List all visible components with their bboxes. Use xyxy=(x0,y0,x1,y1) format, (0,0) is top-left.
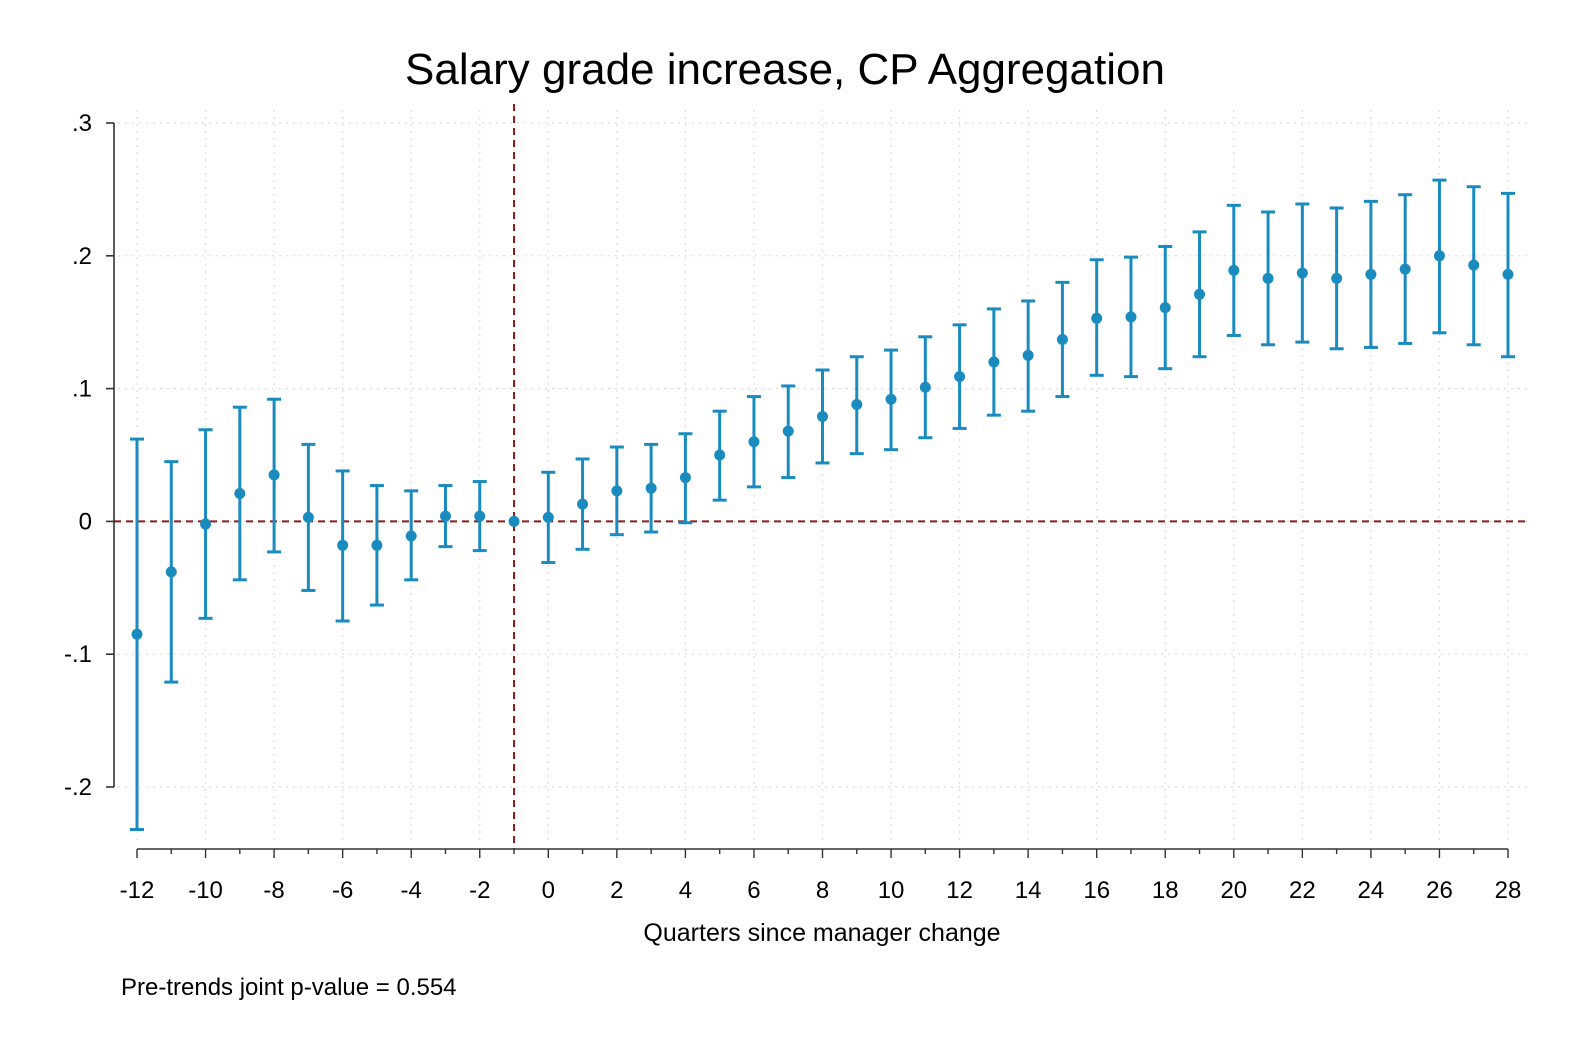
point-12 xyxy=(954,371,966,383)
point-20 xyxy=(1228,264,1240,276)
point-5 xyxy=(714,449,726,461)
x-tick-label-6: 0 xyxy=(542,877,555,904)
y-tick-label-2: 0 xyxy=(79,508,92,535)
x-tick-label-12: 12 xyxy=(946,877,973,904)
point-17 xyxy=(1125,311,1137,323)
x-tick-label-8: 4 xyxy=(679,877,692,904)
x-tick-label-19: 26 xyxy=(1426,877,1453,904)
point--8 xyxy=(268,469,280,481)
x-tick-label-17: 22 xyxy=(1289,877,1316,904)
point-14 xyxy=(1022,349,1034,361)
point--2 xyxy=(474,510,486,522)
point-21 xyxy=(1262,272,1274,284)
point-22 xyxy=(1296,267,1308,279)
point-9 xyxy=(851,399,863,411)
pretrends-note: Pre-trends joint p-value = 0.554 xyxy=(121,974,457,1001)
point-25 xyxy=(1399,263,1411,275)
reference-lines xyxy=(114,104,1530,849)
point-8 xyxy=(817,410,828,422)
x-tick-label-4: -4 xyxy=(401,877,422,904)
x-tick-label-16: 20 xyxy=(1220,877,1247,904)
axes: -.2-.10.1.2.3-12 -10 -8 -6 -4 -2 0 2 4 6 8 10 12 14 16… xyxy=(64,110,1521,904)
point-16 xyxy=(1091,312,1103,324)
point-13 xyxy=(988,356,1000,368)
point-24 xyxy=(1365,268,1377,280)
point-0 xyxy=(542,511,554,523)
point-19 xyxy=(1194,288,1206,300)
x-tick-label-10: 8 xyxy=(816,877,829,904)
point-6 xyxy=(748,436,760,448)
point-28 xyxy=(1502,268,1514,280)
y-tick-label-3: .1 xyxy=(72,376,92,403)
x-tick-label-20: 28 xyxy=(1495,877,1522,904)
y-tick-label-5: .3 xyxy=(72,110,92,137)
point--11 xyxy=(165,566,177,578)
point--1 xyxy=(508,515,520,527)
x-tick-label-11: 10 xyxy=(878,877,905,904)
point-23 xyxy=(1331,272,1343,284)
x-tick-label-0: -12 xyxy=(120,877,155,904)
point--9 xyxy=(234,488,246,500)
x-tick-label-14: 16 xyxy=(1083,877,1110,904)
point--3 xyxy=(439,510,451,522)
x-tick-label-7: 2 xyxy=(610,877,623,904)
point--7 xyxy=(302,511,314,523)
x-tick-label-15: 18 xyxy=(1152,877,1179,904)
chart-title: Salary grade increase, CP Aggregation xyxy=(405,45,1165,94)
point-26 xyxy=(1433,250,1445,262)
point--10 xyxy=(200,518,212,530)
y-tick-label-1: -.1 xyxy=(64,641,92,668)
y-tick-label-0: -.2 xyxy=(64,774,92,801)
point-4 xyxy=(679,472,691,484)
x-tick-label-9: 6 xyxy=(747,877,760,904)
point-11 xyxy=(919,381,931,393)
x-tick-label-3: -6 xyxy=(332,877,353,904)
point-1 xyxy=(577,498,589,510)
x-tick-label-13: 14 xyxy=(1015,877,1042,904)
x-tick-label-1: -10 xyxy=(188,877,223,904)
point-2 xyxy=(611,485,623,497)
x-axis-label: Quarters since manager change xyxy=(643,919,1000,947)
grid-layer xyxy=(118,110,1530,845)
point--5 xyxy=(371,539,383,551)
point--6 xyxy=(337,539,349,551)
point--12 xyxy=(131,628,143,640)
point-7 xyxy=(782,425,794,437)
y-tick-label-4: .2 xyxy=(72,243,92,270)
point-10 xyxy=(885,393,897,405)
x-tick-label-2: -8 xyxy=(263,877,284,904)
point--4 xyxy=(405,530,417,542)
point-15 xyxy=(1056,333,1068,345)
point-18 xyxy=(1159,302,1171,314)
point-27 xyxy=(1468,259,1480,271)
x-tick-label-5: -2 xyxy=(469,877,490,904)
point-3 xyxy=(645,482,657,494)
series-layer xyxy=(130,178,1515,831)
x-tick-label-18: 24 xyxy=(1358,877,1385,904)
